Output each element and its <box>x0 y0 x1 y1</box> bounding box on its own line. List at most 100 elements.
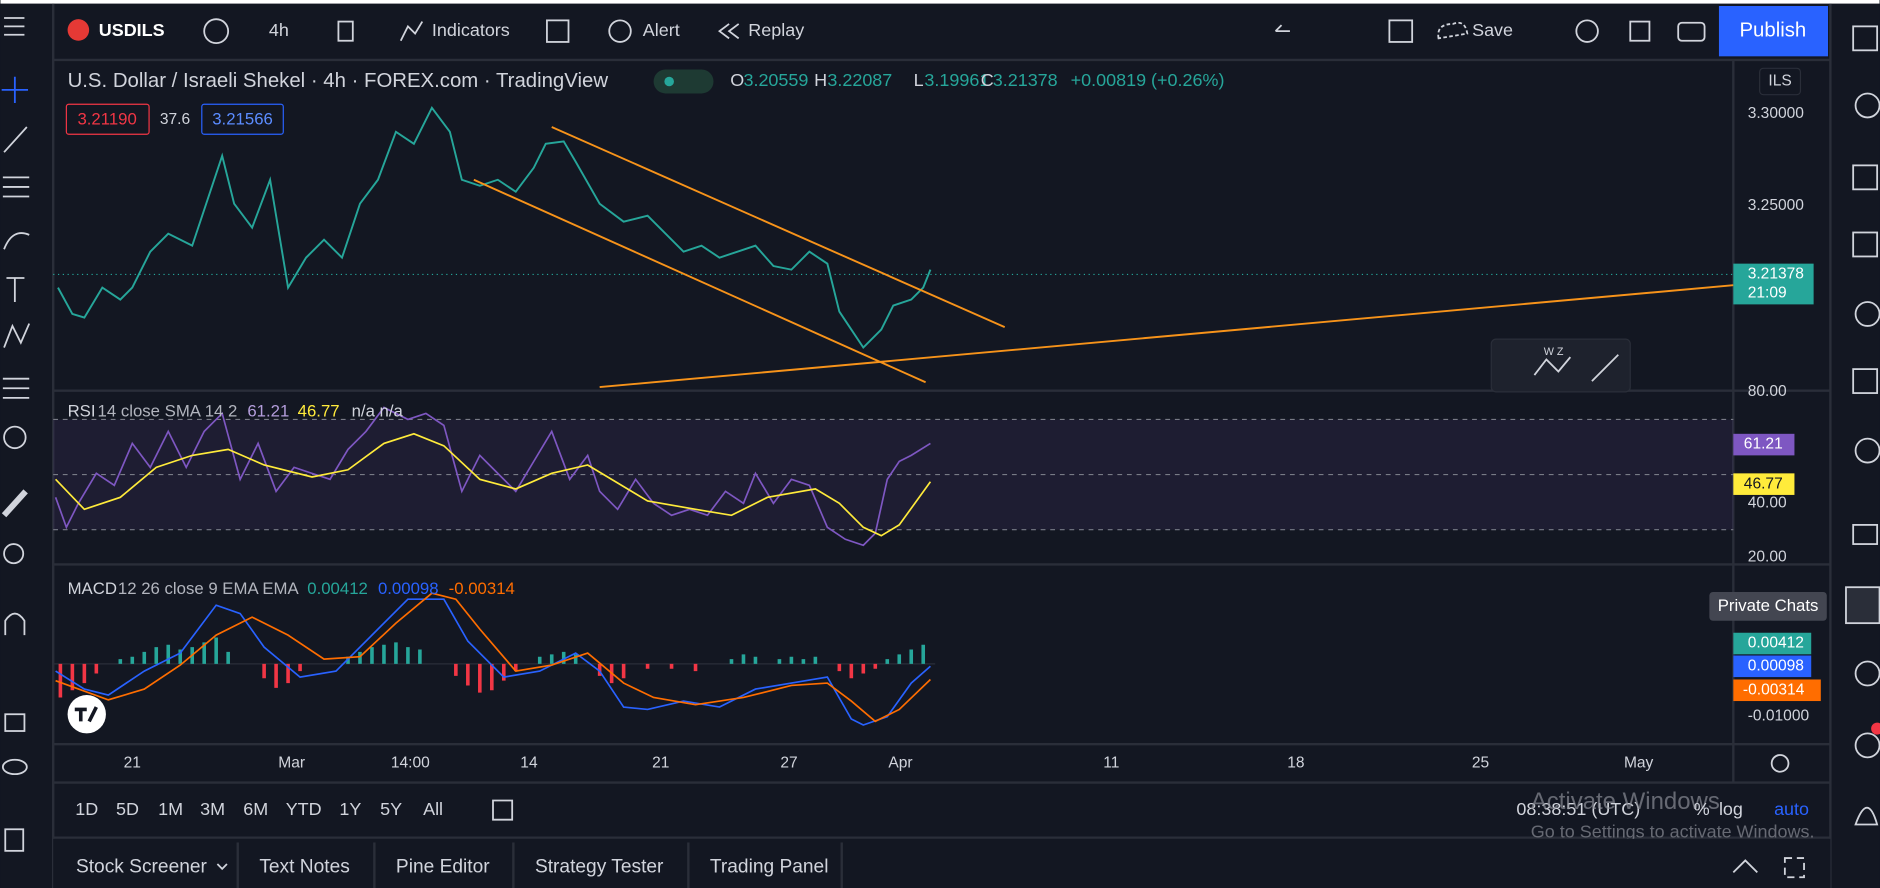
notifications[interactable] <box>1854 806 1879 826</box>
open: 3.20559 <box>743 70 808 90</box>
macd-signal-box <box>1733 679 1821 702</box>
range-button[interactable]: 1D <box>75 799 98 819</box>
rsi-scale-sma: 46.77 <box>1744 475 1783 492</box>
templates[interactable] <box>546 19 570 43</box>
macd-params: 12 26 close 9 EMA EMA <box>118 579 300 598</box>
visibility[interactable] <box>1 758 28 776</box>
brush-tool[interactable] <box>3 232 30 250</box>
scale-option[interactable]: auto <box>1774 799 1809 819</box>
zoom[interactable] <box>3 543 25 565</box>
watchlist[interactable] <box>1852 25 1879 52</box>
maximize[interactable] <box>1783 857 1805 879</box>
save[interactable]: Save <box>1472 20 1513 40</box>
line-tool[interactable] <box>1591 354 1619 382</box>
macd-scale-macd: 0.00098 <box>1748 657 1804 674</box>
fib-tool[interactable] <box>2 176 30 198</box>
pattern-label: W Z <box>1544 346 1564 358</box>
chart-type[interactable] <box>337 20 354 42</box>
private-chats[interactable] <box>1845 586 1880 625</box>
macd-title: MACD <box>68 579 117 598</box>
range-button[interactable]: 5Y <box>380 799 402 819</box>
news[interactable] <box>1852 164 1879 191</box>
calendar[interactable] <box>1852 368 1879 394</box>
pattern-icon[interactable] <box>1533 356 1572 376</box>
close: 3.21378 <box>993 70 1058 90</box>
range-button[interactable]: 1M <box>158 799 183 819</box>
rsi-params: 14 close SMA 14 2 <box>98 402 238 421</box>
settings[interactable] <box>1575 19 1599 43</box>
range-button[interactable]: 1Y <box>339 799 361 819</box>
rsi-scale-value: 61.21 <box>1744 436 1783 453</box>
close-label: C <box>981 70 994 90</box>
trash[interactable] <box>4 828 25 852</box>
publish[interactable]: Publish <box>1739 20 1806 42</box>
rsi-line <box>54 406 931 547</box>
ruler[interactable] <box>1 489 28 518</box>
tab-caret[interactable] <box>216 863 228 871</box>
chats[interactable] <box>1852 523 1879 545</box>
price-series <box>57 106 932 350</box>
currency[interactable]: ILS <box>1768 73 1791 90</box>
replay-icon <box>718 23 740 40</box>
alert[interactable]: Alert <box>643 20 680 40</box>
scale-option[interactable]: log <box>1719 799 1743 819</box>
date-range[interactable] <box>492 799 514 821</box>
channel-lower <box>473 178 927 384</box>
collapse[interactable] <box>1732 859 1758 874</box>
rsi-pane: RSI 14 close SMA 14 2 61.21 46.77 n/a n/… <box>53 383 1795 565</box>
add-symbol[interactable] <box>203 18 230 45</box>
replay[interactable]: Replay <box>748 20 804 40</box>
bottom-tab[interactable]: Trading Panel <box>710 857 829 878</box>
alert-icon <box>608 19 632 43</box>
range-button[interactable]: All <box>423 799 443 819</box>
bottom-tab[interactable]: Stock Screener <box>76 857 208 878</box>
publish-button[interactable] <box>1718 5 1828 57</box>
clock[interactable]: 08:38:51 (UTC) <box>1516 799 1640 819</box>
icons-tool[interactable] <box>3 425 27 450</box>
crosshair[interactable] <box>1 76 29 104</box>
bid-box[interactable] <box>65 103 150 135</box>
bottom-tab[interactable]: Text Notes <box>259 857 350 878</box>
menu[interactable] <box>4 17 25 36</box>
layout[interactable] <box>1388 19 1414 43</box>
data-window[interactable] <box>1852 231 1879 258</box>
rsi-sma-box <box>1733 473 1795 495</box>
macd-histogram-down <box>58 663 878 698</box>
magnet[interactable] <box>4 612 26 636</box>
time-label: 11 <box>1103 754 1119 771</box>
bottom-tab[interactable]: Strategy Tester <box>535 857 664 878</box>
price-pane: W Z <box>53 106 1734 393</box>
scale-option[interactable]: % <box>1694 799 1710 819</box>
time-label: Mar <box>278 754 305 771</box>
forecast-tool[interactable] <box>2 377 30 399</box>
range-button[interactable]: 3M <box>200 799 225 819</box>
ask[interactable]: 3.21566 <box>212 109 273 128</box>
undo[interactable] <box>1274 24 1290 33</box>
notification-dot <box>1871 722 1880 735</box>
macd-scale: -0.01000 <box>1748 708 1810 725</box>
range-button[interactable]: 6M <box>243 799 268 819</box>
macd-hist-box <box>1733 632 1812 655</box>
fullscreen[interactable] <box>1629 20 1651 42</box>
trendlines <box>473 126 1734 389</box>
tv-logo[interactable] <box>67 695 106 734</box>
bid[interactable]: 3.21190 <box>77 109 136 128</box>
price-label: 3.25000 <box>1748 197 1805 214</box>
ask-box[interactable] <box>201 103 284 135</box>
axis-settings[interactable] <box>1770 754 1790 773</box>
currency-box[interactable] <box>1759 67 1802 96</box>
snapshot[interactable] <box>1677 21 1706 42</box>
macd-value: 0.00098 <box>378 579 439 598</box>
symbol[interactable]: USDILS <box>99 20 165 40</box>
text-tool[interactable] <box>6 277 25 302</box>
last-price: 3.21378 <box>1748 266 1804 283</box>
range-button[interactable]: YTD <box>286 799 322 819</box>
interval[interactable]: 4h <box>269 20 289 40</box>
trend-tool[interactable] <box>3 126 28 153</box>
pattern-tool[interactable] <box>3 323 31 348</box>
lock[interactable] <box>4 713 26 732</box>
bottom-tab[interactable]: Pine Editor <box>396 857 490 878</box>
range-button[interactable]: 5D <box>116 799 139 819</box>
indicators[interactable]: Indicators <box>432 20 510 40</box>
